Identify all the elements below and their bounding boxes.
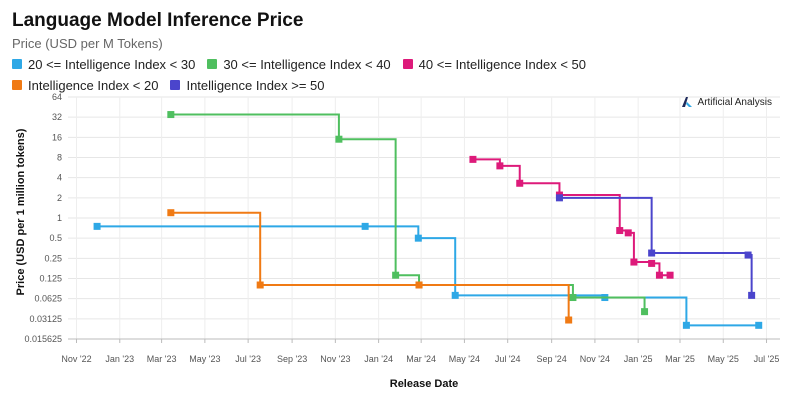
data-point	[167, 209, 175, 217]
legend-swatch	[207, 59, 218, 69]
data-point	[641, 308, 649, 316]
data-point	[616, 227, 624, 235]
series-line	[170, 211, 570, 321]
data-point	[555, 194, 563, 202]
y-tick-label: 0.0625	[34, 294, 62, 304]
y-tick-label: 4	[57, 173, 62, 183]
legend-item-20-30[interactable]: 20 <= Intelligence Index < 30	[12, 55, 195, 73]
legend-label: 40 <= Intelligence Index < 50	[418, 56, 586, 72]
data-point	[451, 291, 459, 299]
grid-layer	[68, 96, 780, 340]
data-point	[748, 291, 756, 299]
data-point	[256, 281, 264, 289]
legend-label: 20 <= Intelligence Index < 30	[28, 56, 196, 72]
legend: 20 <= Intelligence Index < 30 30 <= Inte…	[12, 55, 652, 94]
data-point	[516, 179, 524, 187]
series-4	[167, 209, 573, 324]
data-point	[335, 135, 343, 143]
chart-subtitle: Price (USD per M Tokens)	[12, 36, 163, 51]
data-point	[361, 222, 369, 230]
legend-item-40-50[interactable]: 40 <= Intelligence Index < 50	[402, 55, 586, 73]
data-point	[469, 155, 477, 163]
legend-swatch	[170, 80, 181, 90]
x-tick-label: May '23	[189, 354, 220, 364]
x-tick-label: May '25	[708, 354, 739, 364]
legend-item-50-plus[interactable]: Intelligence Index >= 50	[170, 76, 325, 94]
x-tick-label: Jul '24	[495, 354, 521, 364]
y-tick-label: 32	[52, 112, 62, 122]
data-point	[630, 258, 638, 266]
y-tick-label: 16	[52, 132, 62, 142]
y-tick-label: 0.125	[39, 274, 62, 284]
y-tick-label: 64	[52, 92, 62, 102]
watermark-text: Artificial Analysis	[697, 96, 772, 108]
x-tick-label: Nov '23	[320, 354, 350, 364]
y-tick-label: 0.5	[49, 233, 62, 243]
data-point	[666, 271, 674, 279]
x-tick-label: May '24	[449, 354, 480, 364]
legend-swatch	[12, 59, 22, 69]
x-tick-label: Jul '23	[235, 354, 261, 364]
data-point	[655, 271, 663, 279]
series-layer	[93, 111, 763, 329]
data-point	[755, 321, 763, 329]
x-tick-label: Mar '25	[665, 354, 695, 364]
y-tick-label: 0.015625	[24, 334, 62, 344]
data-point	[415, 281, 423, 289]
y-axis-title: Price (USD per 1 million tokens)	[15, 128, 27, 295]
data-point	[167, 111, 175, 119]
axis-layer: 64 32 16 8 4 2 1 0.5 0.25 0.125 0.0625 0.03125 0.015…	[24, 92, 780, 364]
x-tick-label: Nov '22	[61, 354, 91, 364]
legend-label: Intelligence Index < 20	[28, 77, 159, 93]
legend-item-under-20[interactable]: Intelligence Index < 20	[12, 76, 158, 94]
x-tick-label: Mar '23	[147, 354, 177, 364]
artificial-analysis-logo-icon	[681, 97, 692, 107]
series-line	[472, 158, 671, 277]
legend-swatch	[402, 59, 413, 69]
x-tick-label: Jan '25	[624, 354, 653, 364]
watermark[interactable]: Artificial Analysis	[681, 96, 772, 108]
data-point	[496, 162, 504, 170]
data-point	[624, 229, 632, 237]
y-tick-label: 8	[57, 153, 62, 163]
y-tick-label: 2	[57, 193, 62, 203]
chart-title: Language Model Inference Price	[12, 10, 304, 31]
y-tick-label: 0.03125	[29, 314, 62, 324]
y-tick-label: 0.25	[44, 253, 62, 263]
x-tick-label: Jan '24	[364, 354, 393, 364]
data-point	[392, 271, 400, 279]
data-point	[648, 259, 656, 267]
x-tick-label: Nov '24	[580, 354, 610, 364]
x-tick-label: Sep '23	[277, 354, 307, 364]
x-tick-label: Mar '24	[406, 354, 436, 364]
legend-item-30-40[interactable]: 30 <= Intelligence Index < 40	[207, 55, 391, 73]
y-tick-label: 1	[57, 213, 62, 223]
x-axis-title: Release Date	[390, 378, 459, 390]
series-5	[555, 194, 756, 299]
legend-label: 30 <= Intelligence Index < 40	[223, 56, 391, 72]
data-point	[93, 222, 101, 230]
series-3	[469, 155, 674, 279]
legend-label: Intelligence Index >= 50	[186, 77, 325, 93]
x-tick-label: Jul '25	[754, 354, 780, 364]
data-point	[414, 234, 422, 242]
x-tick-label: Jan '23	[105, 354, 134, 364]
data-point	[565, 316, 573, 324]
data-point	[744, 251, 752, 259]
legend-swatch	[12, 80, 22, 90]
data-point	[648, 249, 656, 257]
data-point	[569, 294, 577, 302]
series-line	[170, 113, 646, 312]
data-point	[682, 321, 690, 329]
x-tick-label: Sep '24	[537, 354, 567, 364]
